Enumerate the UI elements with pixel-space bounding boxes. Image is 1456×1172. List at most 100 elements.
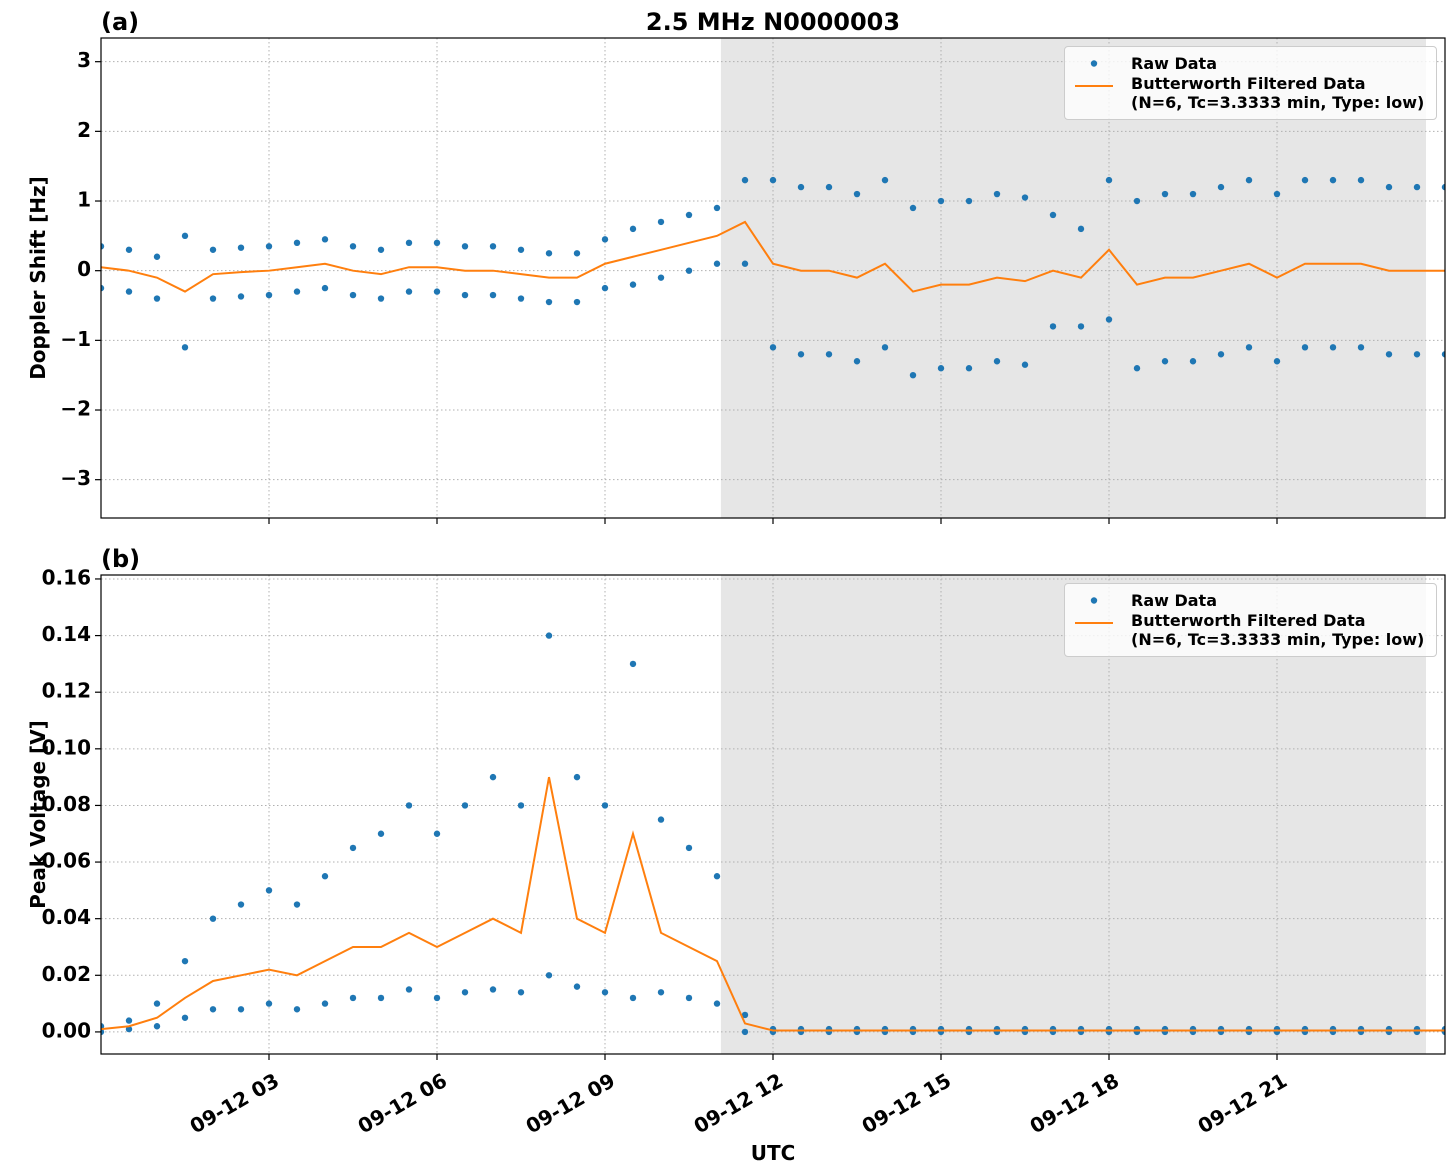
raw-point <box>1049 211 1057 219</box>
raw-point <box>1273 358 1281 365</box>
x-tick-label: 09-12 06 <box>354 1068 452 1138</box>
raw-point <box>1161 358 1169 365</box>
raw-point <box>1245 176 1253 184</box>
raw-point <box>573 250 581 257</box>
raw-point <box>433 288 441 295</box>
y-tick-label: 0.00 <box>42 1018 91 1042</box>
raw-point <box>713 260 721 267</box>
raw-point <box>405 802 413 809</box>
raw-point <box>1357 176 1365 184</box>
raw-point <box>265 887 273 894</box>
raw-point <box>237 901 245 908</box>
raw-point <box>321 284 329 292</box>
raw-point <box>1273 190 1281 198</box>
raw-point <box>349 994 357 1002</box>
raw-point <box>377 246 385 253</box>
legend-key <box>1073 74 1115 93</box>
x-tick-label: 09-12 12 <box>690 1068 788 1138</box>
raw-point <box>601 802 609 809</box>
y-tick-label: 0.02 <box>42 962 91 986</box>
raw-point <box>237 244 245 251</box>
legend-label: Raw Data <box>1131 54 1217 73</box>
raw-point <box>545 632 553 639</box>
filtered-line <box>101 776 1445 1032</box>
legend-swatch <box>1075 622 1113 624</box>
chart-title: 2.5 MHz N0000003 <box>646 8 900 36</box>
panel-label: (b) <box>101 545 140 573</box>
raw-point <box>1105 316 1113 323</box>
raw-point <box>1189 358 1197 365</box>
raw-point <box>293 1006 301 1013</box>
raw-point <box>1385 183 1393 191</box>
y-tick-label: 1 <box>77 188 91 212</box>
x-tick-label: 09-12 15 <box>858 1068 956 1138</box>
raw-point <box>1217 183 1225 191</box>
y-tick-label: 0.04 <box>42 905 91 929</box>
legend-entry: Butterworth Filtered Data (N=6, Tc=3.333… <box>1073 74 1424 112</box>
raw-point <box>1441 183 1445 191</box>
raw-point <box>685 267 693 274</box>
raw-point <box>993 358 1001 365</box>
y-tick-label: 0.12 <box>42 679 91 703</box>
raw-point <box>321 1000 329 1007</box>
y-tick-label: 2 <box>77 118 91 142</box>
raw-point <box>965 365 973 372</box>
axes-frame <box>100 574 1446 1055</box>
raw-point <box>601 284 609 292</box>
raw-point <box>881 176 889 184</box>
raw-point <box>209 295 217 302</box>
raw-point <box>797 351 805 358</box>
raw-point <box>377 295 385 302</box>
raw-point <box>1385 351 1393 358</box>
raw-point <box>881 344 889 351</box>
raw-point <box>181 957 189 965</box>
raw-point <box>629 994 637 1002</box>
legend-marker <box>1090 60 1098 67</box>
raw-point <box>853 358 861 365</box>
raw-point <box>125 1017 133 1024</box>
raw-point <box>181 1014 189 1021</box>
raw-point <box>321 873 329 880</box>
raw-point <box>657 274 665 281</box>
raw-point <box>349 243 357 250</box>
raw-point <box>321 236 329 243</box>
raw-point <box>461 802 469 809</box>
y-tick-label: 0 <box>77 257 91 281</box>
raw-point <box>125 1025 133 1033</box>
legend-swatch <box>1075 85 1113 87</box>
raw-point <box>237 1006 245 1013</box>
raw-point <box>1245 344 1253 351</box>
y-tick-label: 0.10 <box>42 735 91 759</box>
raw-point <box>209 246 217 253</box>
raw-point <box>713 204 721 212</box>
y-tick-label: 0.14 <box>42 622 91 646</box>
legend-key <box>1073 54 1115 73</box>
raw-point <box>489 773 497 781</box>
raw-point <box>153 1000 161 1007</box>
x-tick-label: 09-12 18 <box>1026 1068 1124 1138</box>
panel-label: (a) <box>101 8 139 36</box>
raw-point <box>461 243 469 250</box>
raw-point <box>517 802 525 809</box>
y-axis-label: Peak Voltage [V] <box>26 720 50 909</box>
raw-point <box>1189 190 1197 198</box>
raw-point <box>573 773 581 781</box>
raw-point <box>825 351 833 358</box>
raw-point <box>1441 351 1445 358</box>
raw-point <box>685 211 693 219</box>
raw-point <box>909 371 917 379</box>
raw-point <box>657 816 665 823</box>
raw-point <box>1413 351 1421 358</box>
raw-point <box>181 232 189 240</box>
raw-point <box>489 243 497 250</box>
raw-point <box>153 295 161 302</box>
raw-point <box>1217 351 1225 358</box>
raw-point <box>433 830 441 837</box>
raw-point <box>825 183 833 191</box>
raw-point <box>349 291 357 299</box>
x-tick-label: 09-12 21 <box>1194 1068 1292 1138</box>
raw-point <box>293 901 301 908</box>
raw-point <box>1077 225 1085 233</box>
raw-point <box>125 288 133 295</box>
